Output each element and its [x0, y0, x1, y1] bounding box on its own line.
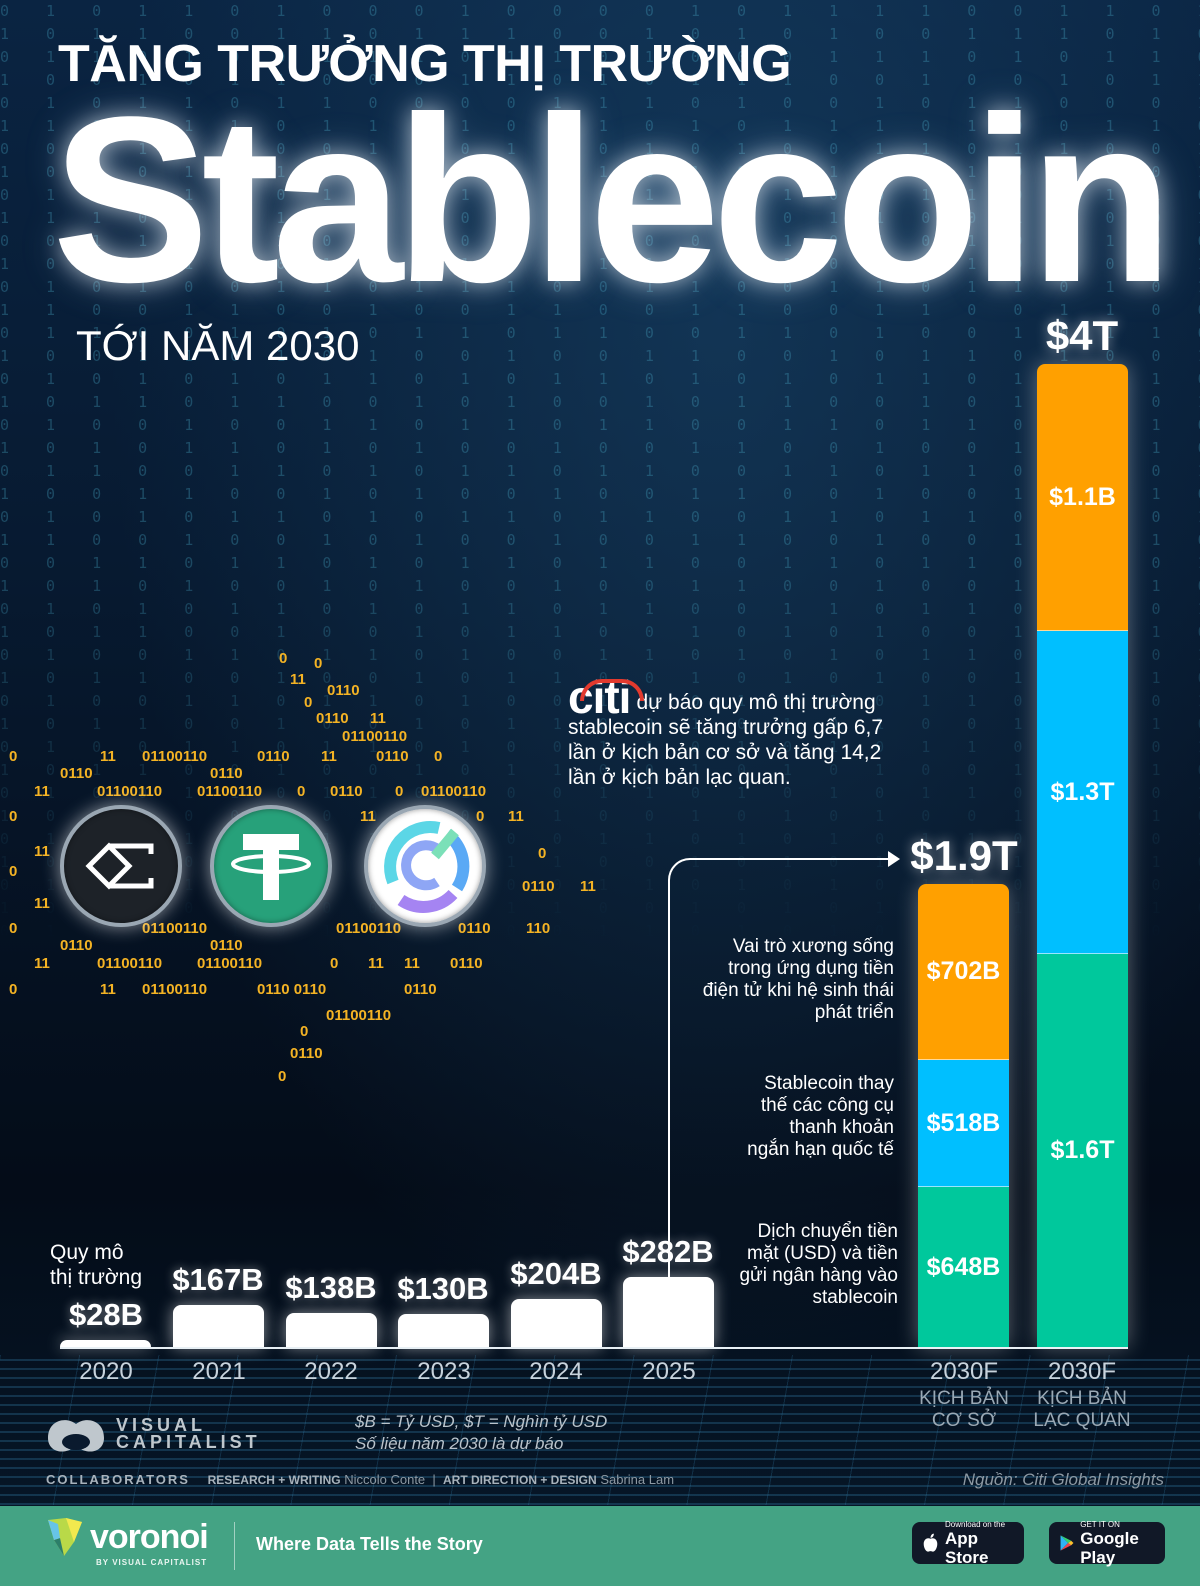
segment-liquidity-replacement: $518B	[918, 1060, 1009, 1187]
scenario-base-label: KỊCH BẢN CƠ SỞ	[919, 1388, 1009, 1431]
app-store-button[interactable]: Download on the App Store	[912, 1520, 1024, 1567]
usdc-coin	[364, 805, 486, 927]
year-label-2024: 2024	[529, 1358, 583, 1385]
year-label-2030-base: 2030F	[929, 1358, 999, 1385]
apple-icon	[923, 1533, 938, 1552]
binary-rain-decoration: 0 1 0 1 1 0 1 0 0 0 1 0 0 0 0 1 0 1 1 1 …	[0, 2, 1200, 986]
bar-2023	[398, 1314, 489, 1347]
bar-value-2023: $130B	[397, 1271, 489, 1306]
bar-value-2024: $204B	[510, 1256, 602, 1291]
voronoi-banner: voronoi BY VISUAL CAPITALIST Where Data …	[0, 1506, 1200, 1586]
bar-value-2020: $28B	[68, 1297, 144, 1332]
year-label-2025: 2025	[642, 1358, 696, 1385]
arrow-head-icon	[888, 851, 900, 867]
segment-cash-deposit-shift: $648B	[918, 1187, 1009, 1347]
visual-capitalist-logo: VISUAL CAPITALIST	[44, 1412, 261, 1456]
footer-notes: $B = Tỷ USD, $T = Nghìn tỷ USD Số liệu n…	[355, 1412, 608, 1453]
x-axis-line	[60, 1347, 1128, 1349]
banner-tagline: Where Data Tells the Story	[256, 1534, 483, 1554]
ethena-coin	[60, 805, 182, 927]
banner-divider	[234, 1522, 235, 1570]
citi-callout: citi dự báo quy mô thị trường stablecoin…	[568, 674, 888, 790]
scenario-optimistic-label: KỊCH BẢN LẠC QUAN	[1033, 1388, 1131, 1431]
year-label-2030-optimistic: 2030F	[1047, 1358, 1117, 1385]
bar-value-2022: $138B	[285, 1270, 377, 1305]
growth-arrow	[668, 858, 892, 1278]
citi-logo: citi	[568, 674, 644, 720]
source-note: Nguồn: Citi Global Insights	[962, 1470, 1164, 1489]
driver-cash-deposit-shift: Dịch chuyển tiền mặt (USD) và tiền gửi n…	[739, 1221, 898, 1308]
segment-liquidity-replacement: $1.3T	[1037, 631, 1128, 954]
driver-crypto-backbone: Vai trò xương sống trong ứng dụng tiền đ…	[702, 936, 894, 1023]
bar-2020	[60, 1340, 151, 1347]
bar-2025	[623, 1277, 714, 1347]
main-title: Stablecoin	[52, 68, 1173, 332]
usdc-ring-icon	[384, 821, 470, 913]
vc-binocular-icon	[48, 1420, 104, 1452]
optimistic-total-label: $4T	[1045, 312, 1119, 359]
market-size-label: Quy mô thị trường	[50, 1241, 143, 1289]
year-label-2020: 2020	[79, 1358, 133, 1385]
year-label-2023: 2023	[417, 1358, 471, 1385]
grid-floor-decoration	[0, 1355, 1200, 1505]
citi-arc-icon	[580, 679, 644, 701]
kicker-title: TĂNG TRƯỞNG THỊ TRƯỜNG	[58, 35, 792, 93]
stack-2030-base: $702B $518B $648B	[918, 884, 1009, 1347]
tether-coin	[210, 805, 332, 927]
bar-value-2025: $282B	[622, 1234, 714, 1269]
google-play-icon	[1060, 1535, 1074, 1551]
segment-crypto-backbone: $1.1B	[1037, 364, 1128, 631]
voronoi-logo[interactable]: voronoi BY VISUAL CAPITALIST	[46, 1516, 209, 1567]
bar-value-2021: $167B	[172, 1262, 264, 1297]
base-total-label: $1.9T	[910, 832, 1018, 879]
year-label-2022: 2022	[304, 1358, 358, 1385]
bar-2022	[286, 1313, 377, 1347]
ena-sigma-icon	[85, 842, 154, 890]
year-label-2021: 2021	[192, 1358, 246, 1385]
segment-cash-deposit-shift: $1.6T	[1037, 954, 1128, 1347]
citi-callout-text: dự báo quy mô thị trường stablecoin sẽ t…	[568, 691, 884, 789]
bar-2024	[511, 1299, 602, 1347]
stack-2030-optimistic: $1.1B $1.3T $1.6T	[1037, 364, 1128, 1347]
voronoi-gem-icon	[48, 1518, 82, 1556]
collaborators-credits: COLLABORATORS RESEARCH + WRITING Niccolo…	[46, 1472, 675, 1487]
google-play-button[interactable]: GET IT ON Google Play	[1049, 1520, 1165, 1567]
bar-2021	[173, 1305, 264, 1347]
subtitle: TỚI NĂM 2030	[76, 322, 360, 369]
tether-t-icon	[231, 834, 311, 900]
segment-crypto-backbone: $702B	[918, 884, 1009, 1060]
driver-liquidity-replacement: Stablecoin thay thế các công cụ thanh kh…	[747, 1073, 894, 1160]
